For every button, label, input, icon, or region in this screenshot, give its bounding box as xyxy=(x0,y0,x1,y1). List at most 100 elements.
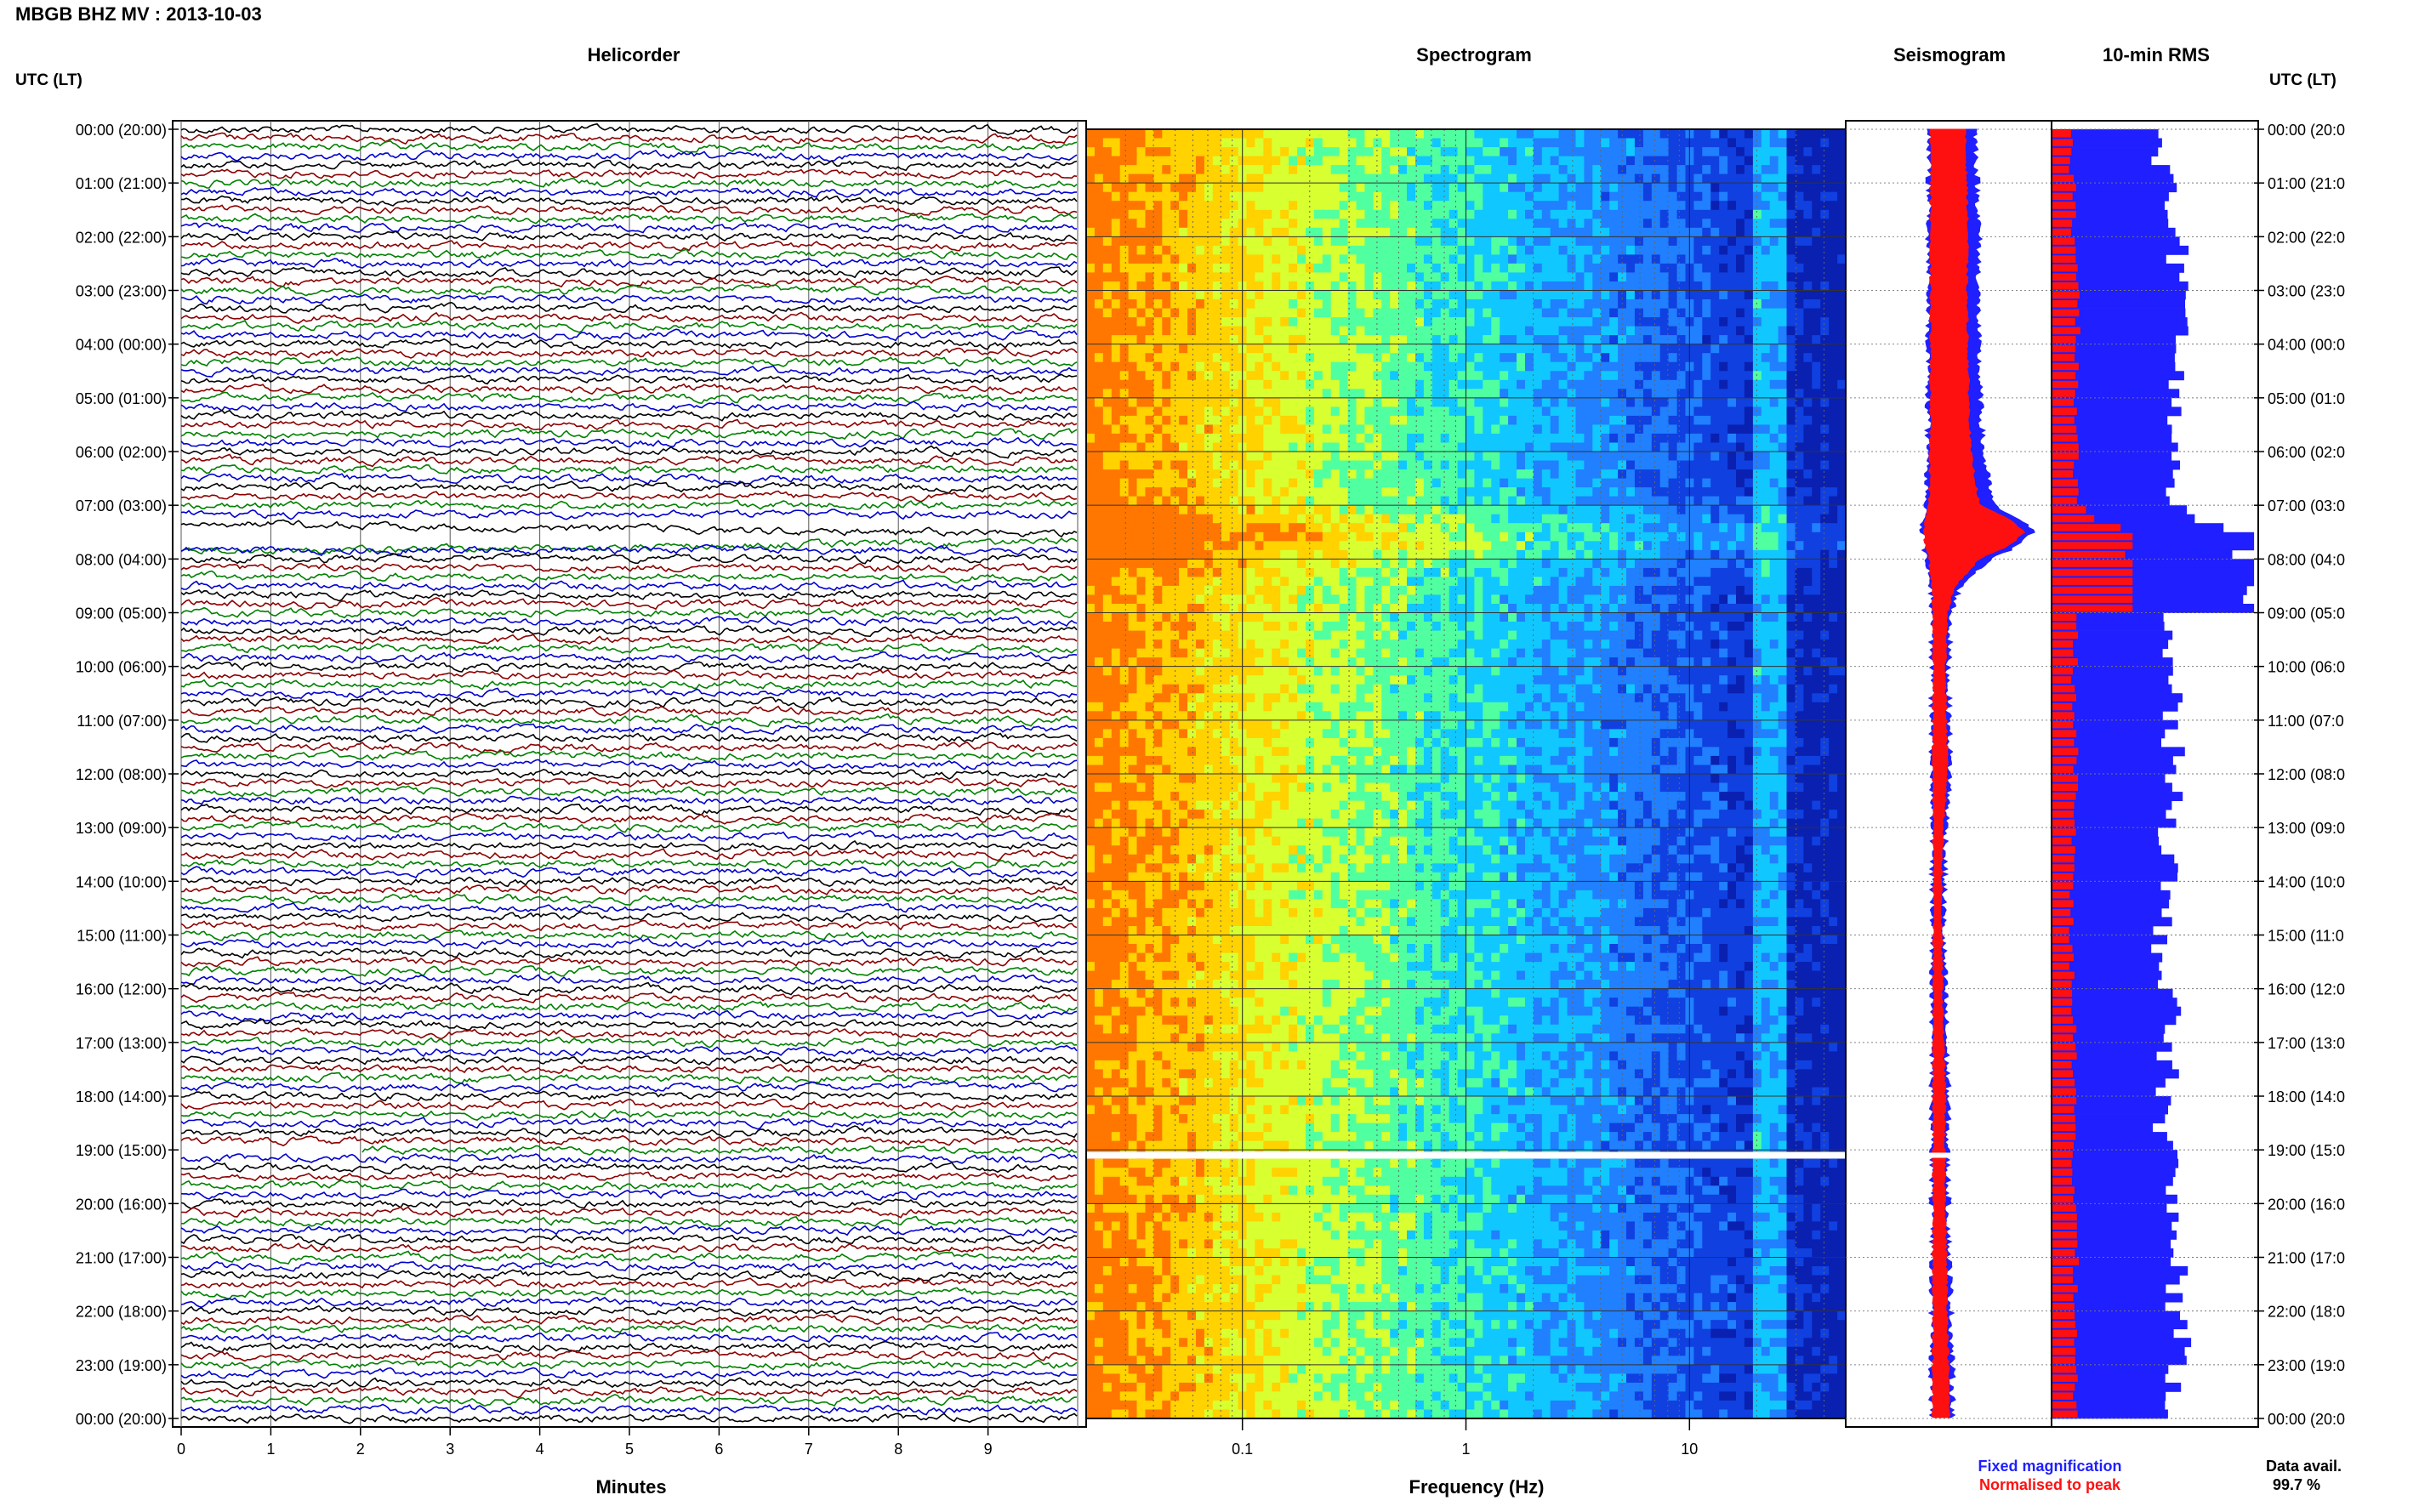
spectrogram-cell xyxy=(1525,201,1534,211)
spectrogram-cell xyxy=(1710,577,1720,587)
spectrogram-cell xyxy=(1820,173,1830,184)
spectrogram-cell xyxy=(1541,219,1551,229)
spectrogram-cell xyxy=(1659,442,1670,452)
spectrogram-cell xyxy=(1761,585,1771,595)
spectrogram-cell xyxy=(1820,406,1830,417)
spectrogram-cell xyxy=(1525,487,1534,497)
spectrogram-cell xyxy=(1558,263,1568,273)
spectrogram-cell xyxy=(1736,299,1745,310)
spectrogram-cell xyxy=(1474,406,1483,417)
spectrogram-cell xyxy=(1727,389,1737,399)
spectrogram-cell xyxy=(1575,585,1585,595)
spectrogram-cell xyxy=(1322,389,1332,399)
spectrogram-cell xyxy=(1761,361,1771,372)
spectrogram-cell xyxy=(1170,254,1180,264)
spectrogram-cell xyxy=(1466,397,1475,407)
spectrogram-cell xyxy=(1659,353,1670,363)
spectrogram-cell xyxy=(1702,514,1711,524)
spectrogram-cell xyxy=(1584,442,1593,452)
helicorder-trace xyxy=(180,552,1078,565)
spectrogram-cell xyxy=(1710,317,1720,327)
spectrogram-cell xyxy=(1491,379,1500,389)
spectrogram-cell xyxy=(1795,541,1804,551)
spectrogram-cell xyxy=(1803,415,1813,425)
spectrogram-cell xyxy=(1246,523,1255,533)
spectrogram-cell xyxy=(1558,505,1568,515)
spectrogram-cell xyxy=(1618,147,1627,157)
spectrogram-cell xyxy=(1795,361,1804,372)
spectrogram-cell xyxy=(1246,433,1255,443)
spectrogram-cell xyxy=(1094,594,1104,605)
spectrogram-cell xyxy=(1313,604,1323,614)
spectrogram-cell xyxy=(1102,505,1113,515)
spectrogram-cell xyxy=(1659,594,1670,605)
spectrogram-cell xyxy=(1829,567,1838,577)
spectrogram-cell xyxy=(1246,361,1255,372)
spectrogram-cell xyxy=(1204,263,1214,273)
spectrogram-cell xyxy=(1752,344,1762,354)
spectrogram-cell xyxy=(1136,281,1146,292)
spectrogram-cell xyxy=(1263,415,1272,425)
spectrogram-cell xyxy=(1601,290,1610,300)
spectrogram-cell xyxy=(1584,254,1593,264)
spectrogram-cell xyxy=(1820,308,1830,318)
spectrogram-cell xyxy=(1642,361,1653,372)
spectrogram-cell xyxy=(1111,361,1121,372)
spectrogram-cell xyxy=(1517,505,1526,515)
spectrogram-cell xyxy=(1533,326,1543,336)
spectrogram-cell xyxy=(1364,219,1374,229)
spectrogram-cell xyxy=(1517,442,1526,452)
spectrogram-cell xyxy=(1145,173,1154,184)
spectrogram-cell xyxy=(1390,433,1399,443)
spectrogram-cell xyxy=(1668,219,1678,229)
spectrogram-cell xyxy=(1744,531,1754,542)
spectrogram-cell xyxy=(1829,424,1838,435)
spectrogram-cell xyxy=(1558,577,1568,587)
spectrogram-cell xyxy=(1837,209,1847,219)
spectrogram-cell xyxy=(1584,227,1593,237)
spectrogram-cell xyxy=(1474,531,1483,542)
spectrogram-cell xyxy=(1483,442,1492,452)
spectrogram-cell xyxy=(1702,406,1711,417)
spectrogram-cell xyxy=(1313,371,1323,381)
spectrogram-cell xyxy=(1280,389,1289,399)
spectrogram-cell xyxy=(1356,514,1365,524)
spectrogram-cell xyxy=(1196,523,1205,533)
spectrogram-cell xyxy=(1508,415,1517,425)
spectrogram-cell xyxy=(1769,299,1779,310)
helicorder-trace xyxy=(180,937,1078,949)
spectrogram-cell xyxy=(1145,317,1154,327)
spectrogram-cell xyxy=(1727,183,1737,193)
spectrogram-cell xyxy=(1668,245,1678,255)
spectrogram-cell xyxy=(1483,129,1492,139)
spectrogram-cell xyxy=(1525,585,1534,595)
spectrogram-cell xyxy=(1778,173,1788,184)
spectrogram-cell xyxy=(1820,585,1830,595)
spectrogram-cell xyxy=(1626,183,1636,193)
spectrogram-cell xyxy=(1330,424,1340,435)
spectrogram-cell xyxy=(1634,263,1644,273)
spectrogram-cell xyxy=(1609,487,1619,497)
spectrogram-cell xyxy=(1339,353,1349,363)
spectrogram-cell xyxy=(1769,138,1779,148)
spectrogram-cell xyxy=(1778,514,1788,524)
spectrogram-cell xyxy=(1558,183,1568,193)
spectrogram-cell xyxy=(1567,604,1577,614)
spectrogram-cell xyxy=(1339,389,1349,399)
spectrogram-cell xyxy=(1702,227,1711,237)
spectrogram-cell xyxy=(1550,514,1560,524)
spectrogram-cell xyxy=(1440,353,1450,363)
spectrogram-cell xyxy=(1803,165,1813,175)
spectrogram-cell xyxy=(1457,138,1467,148)
spectrogram-cell xyxy=(1786,236,1796,247)
spectrogram-cell xyxy=(1102,183,1113,193)
spectrogram-cell xyxy=(1474,559,1483,569)
spectrogram-cell xyxy=(1111,173,1121,184)
spectrogram-cell xyxy=(1162,496,1171,506)
helicorder-trace xyxy=(180,328,1078,342)
spectrogram-cell xyxy=(1102,594,1113,605)
spectrogram-cell xyxy=(1457,129,1467,139)
spectrogram-cell xyxy=(1517,460,1526,470)
spectrogram-cell xyxy=(1618,209,1627,219)
helicorder-trace xyxy=(180,1413,1078,1424)
